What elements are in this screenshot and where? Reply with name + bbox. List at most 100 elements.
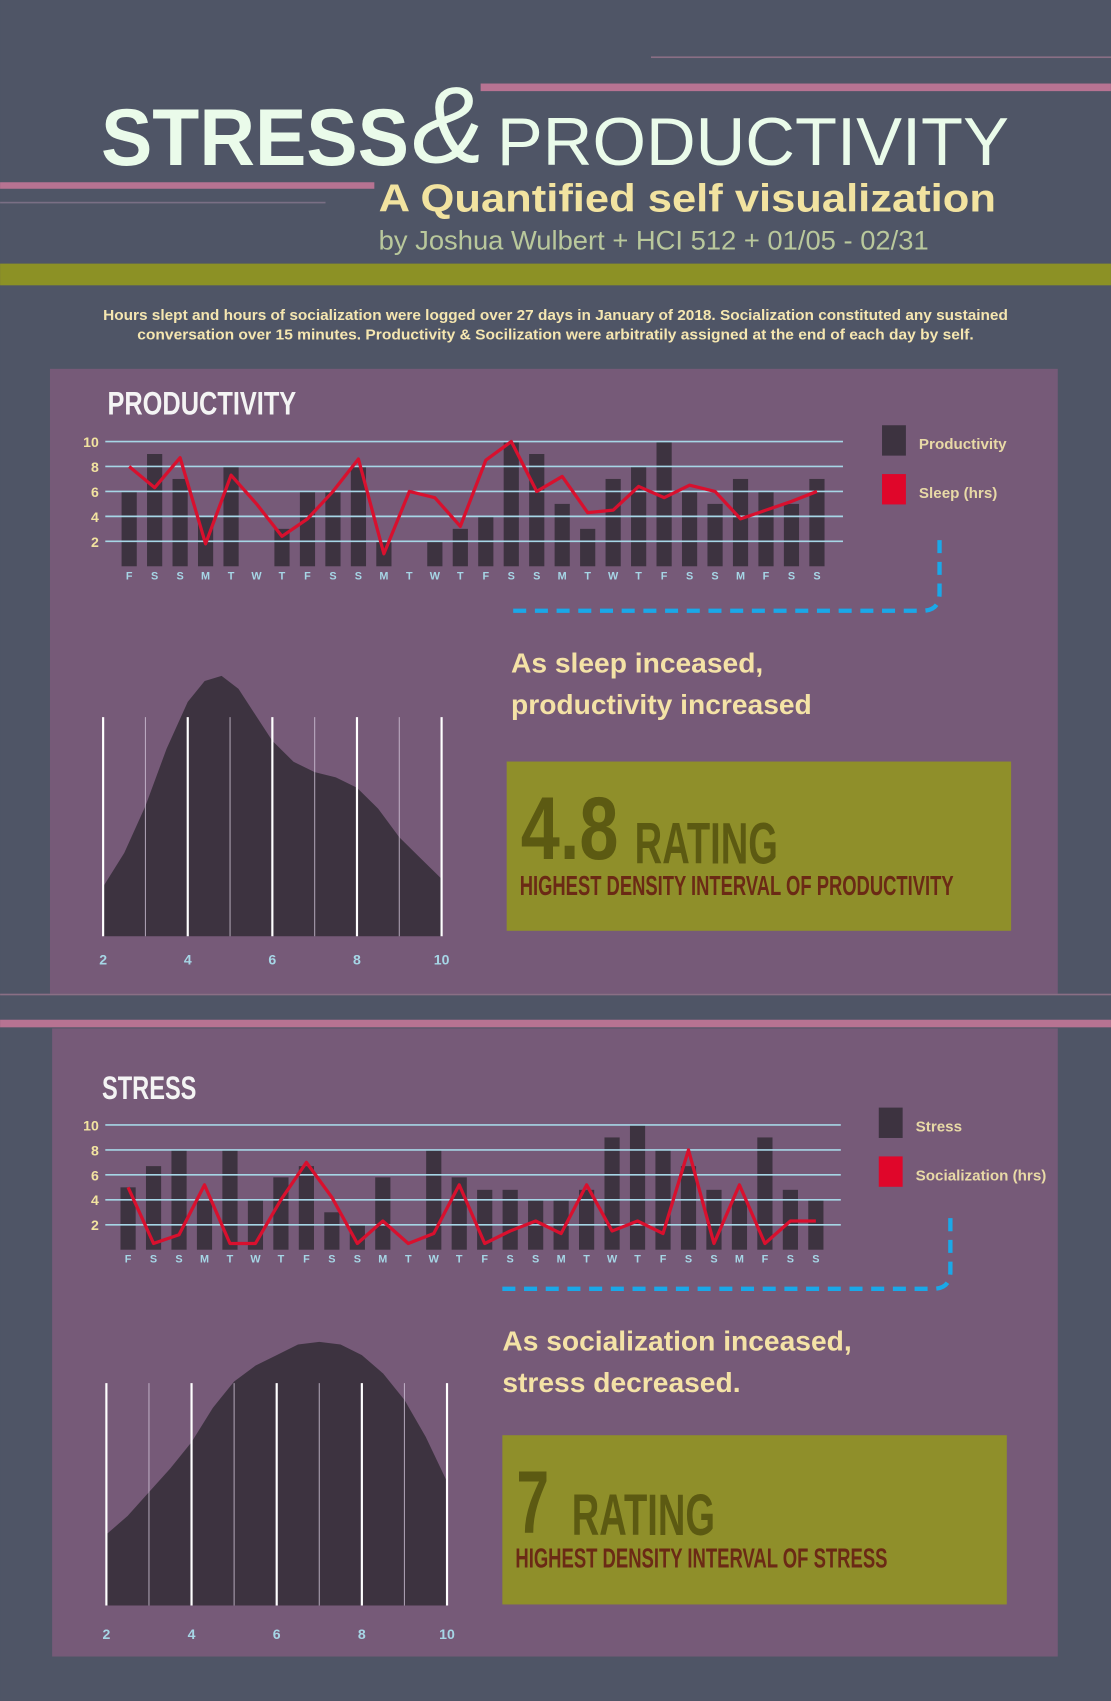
x-tick-label: 10 <box>434 951 450 967</box>
y-tick-label: 6 <box>91 1167 99 1183</box>
y-tick-label: 6 <box>91 484 99 500</box>
x-tick-label: T <box>456 1254 463 1266</box>
bar <box>375 1177 391 1250</box>
byline: by Joshua Wulbert + HCI 512 + 01/05 - 02… <box>379 225 929 256</box>
bar <box>605 478 621 567</box>
x-tick-label: T <box>406 570 413 582</box>
y-tick-label: 8 <box>91 1142 99 1158</box>
bar <box>580 528 596 567</box>
x-tick-label: T <box>227 1254 234 1266</box>
rating-box <box>506 761 1012 931</box>
x-tick-label: S <box>150 1254 157 1266</box>
x-tick-label: T <box>583 1254 590 1266</box>
legend-label: Sleep (hrs) <box>919 485 997 502</box>
bar <box>452 528 468 567</box>
intro: Hours slept and hours of socialization w… <box>103 308 1008 324</box>
bar <box>758 491 774 567</box>
bar <box>503 441 519 567</box>
x-tick-label: S <box>329 570 336 582</box>
callout-text: stress decreased. <box>502 1366 740 1398</box>
x-tick-label: S <box>813 570 820 582</box>
bar <box>757 1137 773 1250</box>
x-tick-label: T <box>228 570 235 582</box>
x-tick-label: W <box>608 570 619 582</box>
rating-word: RATING <box>635 812 778 877</box>
bar <box>554 503 570 567</box>
x-tick-label: F <box>482 570 489 582</box>
chart-title: STRESS <box>102 1070 196 1106</box>
bar <box>732 478 749 567</box>
bar <box>502 1189 518 1250</box>
x-tick-label: 6 <box>268 951 276 967</box>
x-tick-label: S <box>354 1254 361 1266</box>
deco-line <box>650 56 1111 59</box>
x-tick-label: 10 <box>439 1626 455 1642</box>
x-tick-label: F <box>125 1254 132 1266</box>
x-tick-label: 8 <box>353 951 361 967</box>
x-tick-label: F <box>660 1254 667 1266</box>
bar <box>121 491 137 567</box>
title: PRODUCTIVITY <box>497 105 1009 180</box>
x-tick-label: M <box>201 570 210 582</box>
x-tick-label: M <box>558 570 567 582</box>
x-tick-label: S <box>328 1254 335 1266</box>
callout-text: productivity increased <box>511 688 812 720</box>
bar <box>325 491 341 567</box>
bar <box>579 1189 595 1250</box>
legend-label: Socialization (hrs) <box>916 1167 1047 1184</box>
x-tick-label: S <box>175 1254 182 1266</box>
legend-swatch <box>882 425 906 456</box>
callout-text: As sleep inceased, <box>511 647 763 679</box>
connector <box>502 1212 953 1291</box>
x-tick-label: S <box>787 1254 794 1266</box>
bar <box>680 1166 697 1250</box>
line <box>126 1148 816 1246</box>
bar <box>604 1137 620 1250</box>
rating-value: 7 <box>516 1452 549 1552</box>
title: STRESS <box>101 93 409 183</box>
rating-caption: HIGHEST DENSITY INTERVAL OF STRESS <box>515 1542 887 1574</box>
x-tick-label: W <box>430 570 441 582</box>
charts: PRODUCTIVITY 2 4 6 8 10 Productivity Sleep (hrs… <box>83 385 1046 1642</box>
x-tick-label: T <box>278 1254 285 1266</box>
x-tick-label: S <box>507 1254 514 1266</box>
callout-text: As socialization inceased, <box>502 1325 851 1357</box>
legend-label: Stress <box>916 1118 962 1135</box>
x-tick-label: S <box>508 570 515 582</box>
x-tick-label: S <box>686 570 693 582</box>
legend-swatch <box>878 1156 903 1187</box>
x-tick-label: T <box>634 1254 641 1266</box>
x-tick-label: M <box>200 1254 209 1266</box>
x-tick-label: F <box>126 570 133 582</box>
y-tick-label: 8 <box>91 459 99 475</box>
y-tick-label: 4 <box>91 1192 99 1208</box>
rating-word: RATING <box>572 1483 715 1548</box>
bar <box>274 528 290 567</box>
deco-line <box>0 201 326 204</box>
bar <box>298 1166 314 1250</box>
legend-swatch <box>882 474 906 505</box>
y-tick-label: 10 <box>83 434 99 450</box>
bar <box>529 453 545 567</box>
chart-title: PRODUCTIVITY <box>107 385 296 421</box>
x-tick-label: M <box>379 570 388 582</box>
x-tick-label: 6 <box>273 1626 281 1642</box>
y-tick-label: 2 <box>91 534 99 550</box>
x-tick-label: S <box>685 1254 692 1266</box>
x-tick-label: W <box>250 1254 261 1266</box>
rating-caption: HIGHEST DENSITY INTERVAL OF PRODUCTIVITY <box>520 869 954 901</box>
x-tick-label: 4 <box>184 951 192 967</box>
x-tick-label: S <box>532 1254 539 1266</box>
x-tick-label: S <box>533 570 540 582</box>
x-tick-label: 4 <box>188 1626 196 1642</box>
y-tick-label: 10 <box>83 1117 99 1133</box>
legend-label: Productivity <box>919 436 1007 453</box>
x-tick-label: S <box>711 570 718 582</box>
x-tick-label: 2 <box>102 1626 110 1642</box>
x-tick-label: T <box>279 570 286 582</box>
deco-line <box>480 83 1111 92</box>
x-tick-label: S <box>151 570 158 582</box>
subtitle: A Quantified self visualization <box>379 178 996 221</box>
